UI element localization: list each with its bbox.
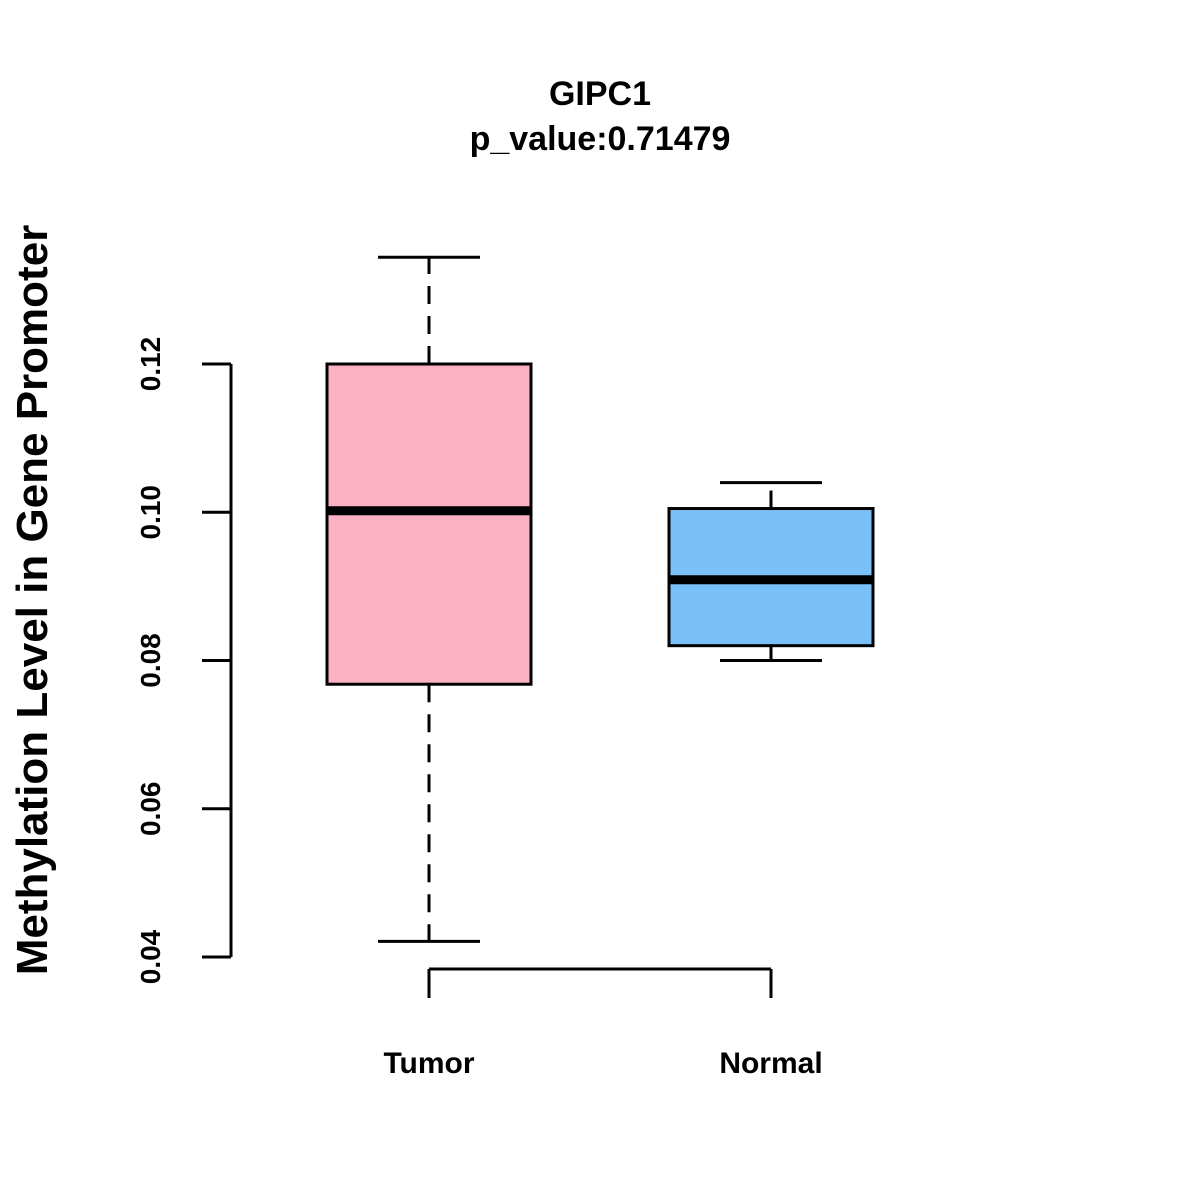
x-axis: Tumor Normal: [383, 967, 823, 1080]
chart-subtitle: p_value:0.71479: [470, 120, 731, 158]
box-tumor: [325, 255, 533, 943]
y-axis-label: Methylation Level in Gene Promoter: [8, 225, 57, 976]
y-tick-label: 0.06: [135, 782, 166, 837]
y-tick-label: 0.10: [135, 485, 166, 540]
y-tick-label: 0.12: [135, 337, 166, 392]
box-body: [325, 362, 533, 686]
y-axis: 0.04 0.06 0.08 0.10 0.12: [135, 337, 233, 984]
chart-title: GIPC1: [549, 75, 651, 113]
x-tick-label-normal: Normal: [719, 1047, 822, 1080]
box-normal: [667, 481, 875, 662]
y-tick-label: 0.04: [135, 929, 166, 984]
x-tick-label-tumor: Tumor: [383, 1047, 474, 1080]
boxes-group: [325, 255, 875, 943]
y-tick-label: 0.08: [135, 633, 166, 688]
